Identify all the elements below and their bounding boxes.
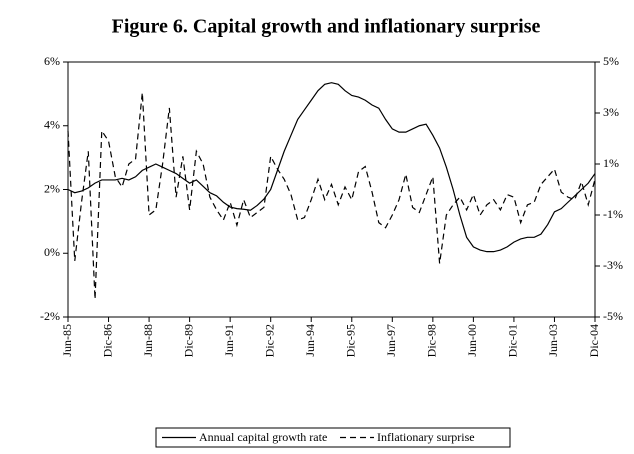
legend-label: Inflationary surprise — [377, 430, 475, 444]
y-tick-label: -2% — [40, 309, 60, 323]
series-line — [67, 92, 596, 300]
x-tick-label: Jun-91 — [222, 324, 236, 357]
plot-frame — [67, 61, 596, 318]
x-tick-label: Jun-94 — [303, 324, 317, 357]
x-tick-label: Dic-95 — [344, 324, 358, 357]
y2-tick-label: -5% — [603, 309, 623, 323]
x-tick-label: Dic-89 — [181, 324, 195, 357]
legend-label: Annual capital growth rate — [199, 430, 327, 444]
x-tick-label: Jun-88 — [141, 324, 155, 357]
y2-tick-label: -3% — [603, 258, 623, 272]
y2-tick-label: 3% — [603, 105, 619, 119]
series-line — [67, 82, 596, 253]
x-tick-label: Dic-86 — [100, 324, 114, 357]
legend-box — [155, 427, 511, 448]
y-tick-label: 6% — [44, 54, 60, 68]
y-tick-label: 4% — [44, 118, 60, 132]
y-tick-label: 0% — [44, 245, 60, 259]
x-tick-label: Dic-04 — [587, 324, 601, 357]
x-tick-label: Jun-97 — [384, 324, 398, 357]
x-tick-label: Jun-00 — [465, 324, 479, 357]
x-tick-label: Jun-03 — [546, 324, 560, 357]
x-tick-label: Dic-01 — [506, 324, 520, 357]
x-tick-label: Dic-92 — [262, 324, 276, 357]
y2-tick-label: 5% — [603, 54, 619, 68]
chart-title: Figure 6. Capital growth and inflationar… — [112, 16, 541, 38]
x-tick-label: Jun-85 — [60, 324, 74, 357]
y2-tick-label: -1% — [603, 207, 623, 221]
y-tick-label: 2% — [44, 181, 60, 195]
x-tick-label: Dic-98 — [425, 324, 439, 357]
y2-tick-label: 1% — [603, 156, 619, 170]
